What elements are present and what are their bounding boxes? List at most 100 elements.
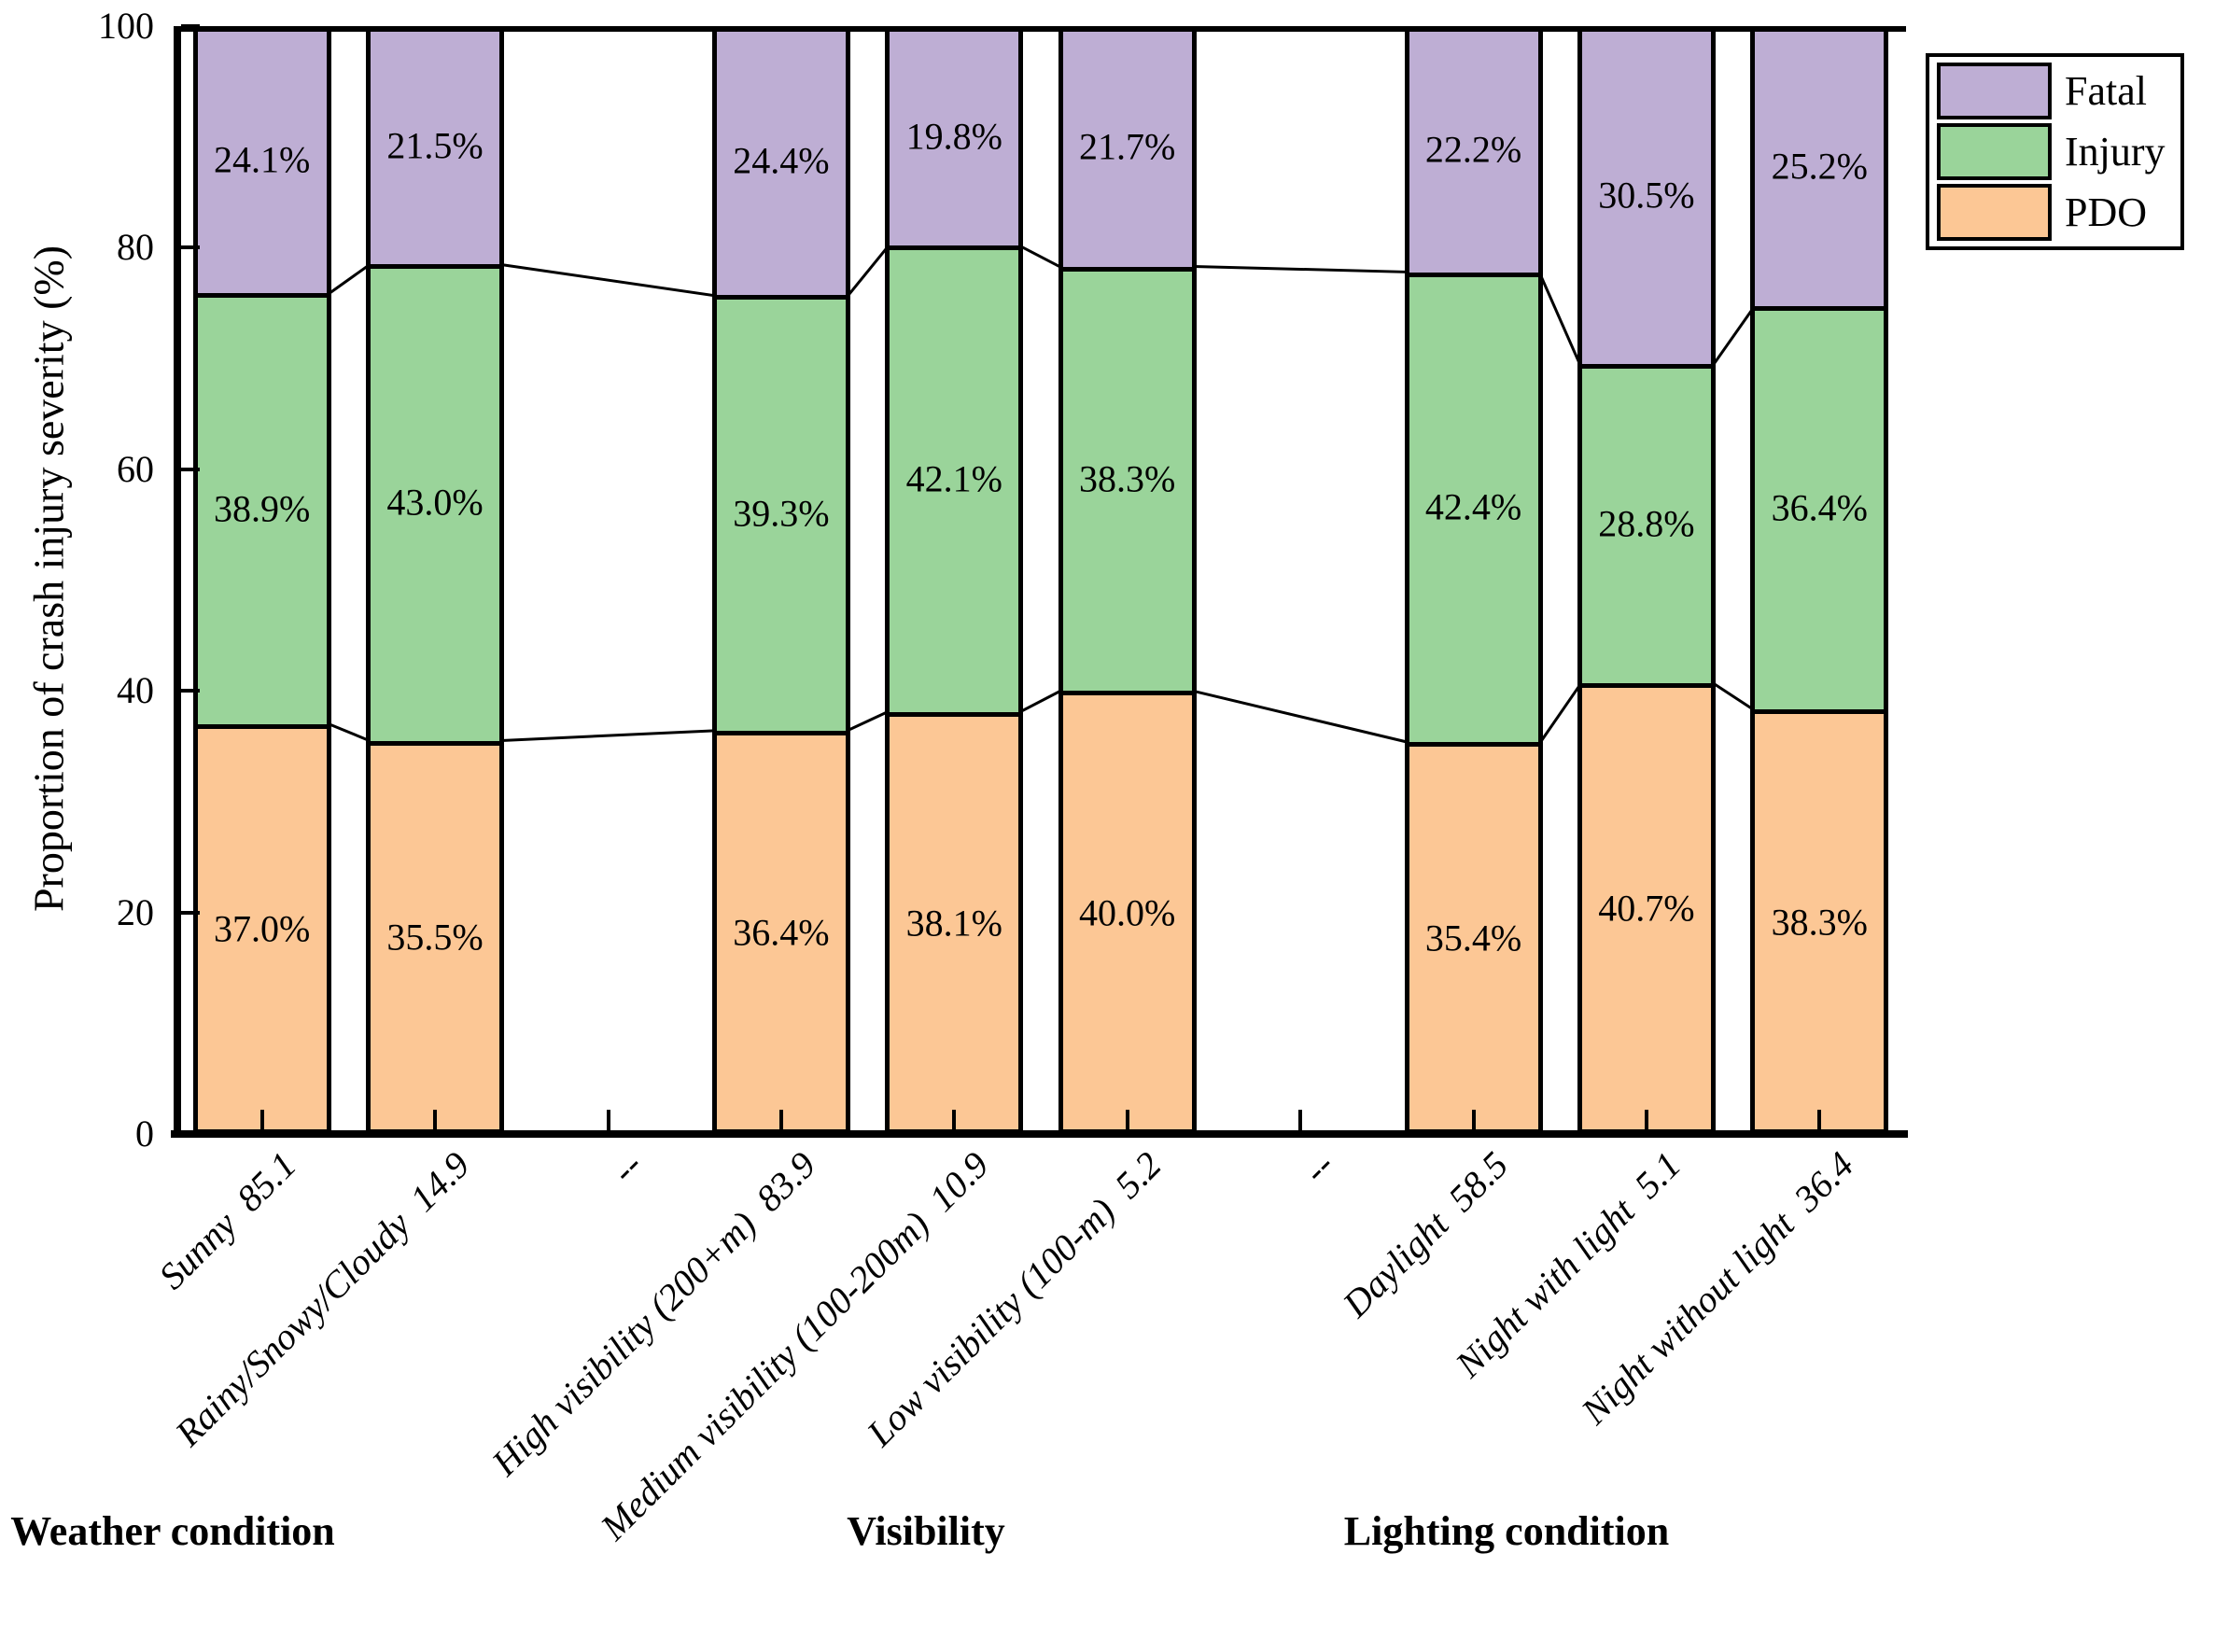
bar-segment-injury [1577, 364, 1716, 683]
bar-high-visibility-200-m- [711, 26, 850, 1134]
bar-low-visibility-100-m- [1058, 26, 1197, 1134]
x-tick-label: High visibility (200+m) 83.9 [483, 1143, 824, 1484]
bar-value-label-fatal: 24.4% [733, 139, 830, 182]
bar-value-label-injury: 38.9% [214, 487, 311, 530]
bar-segment-injury [1058, 266, 1197, 692]
connector-line [847, 710, 890, 733]
connector-line [328, 262, 371, 295]
bar-segment-fatal [366, 26, 505, 265]
x-tick [1125, 1110, 1129, 1130]
bar-segment-injury [885, 245, 1024, 712]
x-axis-spine [171, 1130, 1908, 1138]
connector-line [1192, 689, 1408, 744]
connector-line [1711, 681, 1754, 711]
bar-value-label-fatal: 19.8% [905, 115, 1002, 157]
y-tick [181, 467, 200, 471]
bar-value-label-pdo: 40.0% [1079, 891, 1176, 934]
x-tick-label: -- [1295, 1143, 1343, 1191]
bar-value-label-injury: 39.3% [733, 492, 830, 535]
bar-value-label-fatal: 21.5% [386, 124, 484, 167]
connector-line [1020, 689, 1063, 713]
bar-segment-injury [711, 295, 850, 731]
y-tick [181, 689, 200, 693]
bar-segment-pdo [366, 740, 505, 1134]
x-tick-label: Low visibility (100-m) 5.2 [859, 1143, 1170, 1455]
bar-daylight [1404, 26, 1543, 1134]
legend: Fatal Injury PDO [1926, 53, 2184, 250]
connector-line [847, 244, 890, 296]
x-tick-label: Rainy/Snowy/Cloudy 14.9 [166, 1143, 478, 1454]
y-axis-title: Proportion of crash injury severity (%) [24, 245, 73, 913]
connector-line [500, 262, 715, 297]
bar-segment-injury [366, 264, 505, 741]
y-tick-label: 20 [117, 890, 154, 933]
bar-value-label-pdo: 40.7% [1598, 887, 1695, 930]
bar-value-label-fatal: 30.5% [1598, 174, 1695, 217]
legend-swatch-pdo [1937, 184, 2052, 241]
bar-value-label-pdo: 38.3% [1771, 901, 1868, 944]
bar-segment-fatal [1058, 26, 1197, 267]
y-tick-label: 100 [98, 5, 154, 47]
group-label-lighting: Lighting condition [1343, 1508, 1670, 1554]
connector-line [1539, 681, 1583, 743]
legend-swatch-injury [1937, 123, 2052, 180]
bar-segment-pdo [885, 711, 1024, 1134]
bar-segment-pdo [1577, 682, 1716, 1134]
legend-swatch-fatal [1937, 63, 2052, 119]
x-tick-label: -- [602, 1143, 651, 1191]
bar-value-label-injury: 42.1% [905, 457, 1002, 500]
y-tick-label: 40 [117, 669, 154, 712]
bar-segment-fatal [1750, 26, 1889, 307]
bar-segment-pdo [192, 723, 331, 1134]
bar-value-label-pdo: 36.4% [733, 911, 830, 954]
bar-value-label-pdo: 38.1% [905, 902, 1002, 945]
bar-segment-fatal [1577, 26, 1716, 365]
bar-value-label-fatal: 22.2% [1424, 128, 1522, 171]
legend-entry-fatal: Fatal [1937, 63, 2173, 119]
group-label-visibility: Visibility [847, 1508, 1005, 1554]
y-tick [181, 910, 200, 915]
legend-entry-injury: Injury [1937, 123, 2173, 180]
legend-label-injury: Injury [2065, 129, 2166, 175]
bar-value-label-injury: 38.3% [1079, 457, 1176, 500]
bar-segment-pdo [1750, 709, 1889, 1134]
bar-value-label-fatal: 21.7% [1079, 125, 1176, 168]
connector-line [1018, 244, 1061, 268]
bar-segment-pdo [1058, 691, 1197, 1134]
connector-line [327, 722, 370, 742]
bar-night-without-light [1750, 26, 1889, 1134]
y-tick-label: 80 [117, 226, 154, 269]
connector-line [501, 729, 716, 743]
bar-night-with-light [1577, 26, 1716, 1134]
bar-value-label-fatal: 25.2% [1771, 145, 1868, 188]
legend-label-pdo: PDO [2065, 189, 2148, 235]
x-tick [606, 1110, 610, 1130]
y-axis-spine [174, 26, 181, 1138]
x-tick-label: Sunny 85.1 [150, 1143, 304, 1297]
bar-value-label-pdo: 35.5% [386, 916, 484, 959]
bar-segment-fatal [711, 26, 850, 296]
bar-medium-visibility-100-200m- [885, 26, 1024, 1134]
x-tick [1644, 1110, 1648, 1130]
bar-value-label-injury: 28.8% [1598, 502, 1695, 545]
bar-sunny [192, 26, 331, 1134]
bar-rainy-snowy-cloudy [366, 26, 505, 1134]
connector-line [1536, 271, 1580, 364]
x-tick [433, 1110, 438, 1130]
bar-value-label-injury: 43.0% [386, 481, 484, 524]
connector-line [1193, 265, 1408, 274]
y-tick [181, 245, 200, 250]
x-tick [952, 1110, 957, 1130]
bar-value-label-pdo: 37.0% [214, 907, 311, 950]
x-tick [1817, 1110, 1822, 1130]
x-tick [259, 1110, 264, 1130]
x-tick [778, 1110, 783, 1130]
bar-value-label-fatal: 24.1% [214, 138, 311, 181]
connector-line [1712, 304, 1756, 365]
bar-segment-injury [1750, 306, 1889, 710]
y-tick-label: 0 [135, 1113, 154, 1155]
x-tick [1471, 1110, 1476, 1130]
bar-segment-pdo [1404, 741, 1543, 1134]
